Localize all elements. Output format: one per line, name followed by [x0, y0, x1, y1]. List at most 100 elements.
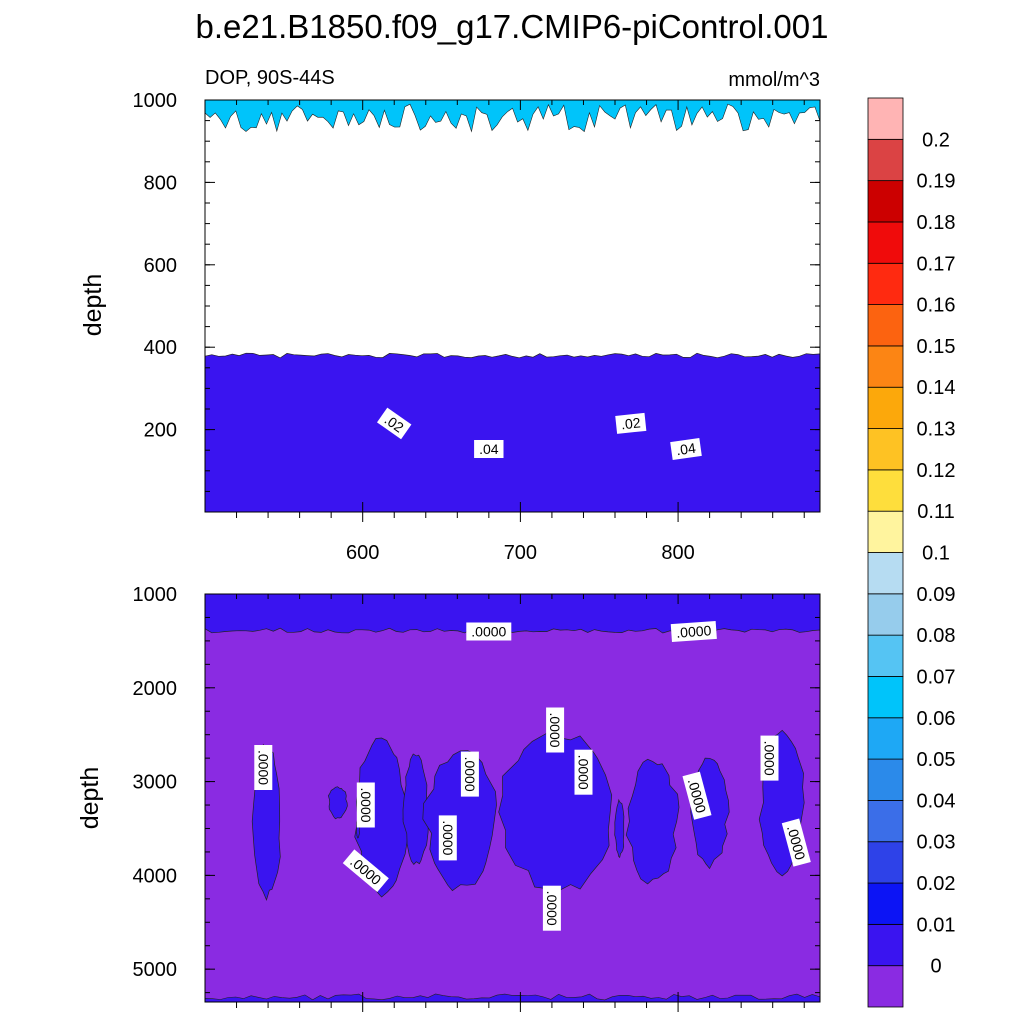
contour-label-text: .0000 [471, 624, 506, 640]
contour-label-text: .0000 [676, 622, 712, 640]
colorbar-label: 0.01 [917, 914, 956, 936]
contour-label: .0000 [466, 622, 512, 641]
figure-title: b.e21.B1850.f09_g17.CMIP6-piControl.001 [196, 8, 829, 45]
colorbar-label: 0.11 [917, 501, 954, 523]
colorbar-swatch [867, 221, 904, 264]
contour-label-box [438, 815, 457, 861]
deep-contour-patch [402, 753, 429, 865]
contour-label-text: .0000 [440, 820, 456, 855]
colorbar-label: 0.17 [917, 253, 956, 275]
contour-label-text: .0000 [462, 757, 478, 792]
contour-label-box [460, 751, 479, 797]
y-tick-label: 400 [144, 337, 177, 359]
contour-label-text: .02 [620, 414, 641, 432]
colorbar-label: 0.04 [917, 790, 956, 812]
colorbar-label: 0.16 [917, 295, 956, 317]
colorbar-swatch [867, 138, 904, 182]
top-panel-variable-label: DOP, 90S-44S [205, 67, 335, 89]
colorbar-swatch [867, 97, 904, 140]
y-tick-label: 200 [144, 420, 177, 442]
y-tick-label: 5000 [133, 959, 178, 981]
colorbar-label: 0.12 [917, 460, 956, 482]
top-panel: DOP, 90S-44S mmol/m^3 .04.04.02.02 20040… [79, 67, 821, 564]
contour-label-text: .0000 [547, 712, 563, 747]
contour-label: .0000 [438, 815, 457, 861]
colorbar-label: 0.15 [917, 336, 956, 358]
surface-contour-band [204, 99, 821, 133]
colorbar-label: 0.14 [917, 377, 956, 399]
colorbar-swatch [867, 800, 904, 843]
colorbar: 0 0.01 0.02 0.03 0.04 0.05 0.06 0.07 0.08 0.09 0.1… [867, 97, 956, 1008]
y-tick-label: 800 [144, 172, 177, 194]
colorbar-swatch [867, 552, 904, 595]
colorbar-swatch [867, 304, 904, 347]
colorbar-swatch [867, 841, 904, 884]
colorbar-swatch [867, 510, 904, 553]
contour-label-box [342, 849, 389, 893]
contour-label: .0000 [760, 735, 779, 781]
contour-label-box [376, 407, 412, 440]
colorbar-label: 0.06 [917, 708, 956, 730]
contour-label-text: .04 [479, 441, 499, 457]
colorbar-label: 0.19 [917, 171, 956, 193]
y-tick-label: 1000 [133, 90, 178, 112]
colorbar-label: 0.03 [917, 832, 956, 854]
y-tick-label: 1000 [133, 584, 178, 606]
deep-contour-patch [327, 786, 348, 820]
y-tick-label: 2000 [133, 678, 178, 700]
top-panel-y-axis-label: depth [79, 274, 107, 337]
contour-label-box [781, 818, 811, 867]
bottom-panel-y-axis-label: depth [76, 767, 104, 830]
colorbar-label: 0.2 [922, 129, 950, 151]
colorbar-label: 0.18 [917, 212, 956, 234]
contour-label-box [474, 440, 504, 458]
contour-label-text: .0000 [255, 750, 271, 785]
colorbar-swatch [867, 965, 904, 1008]
colorbar-swatch [867, 386, 904, 429]
contour-label: .0000 [460, 751, 479, 797]
colorbar-swatch [867, 262, 904, 305]
deep-contour-patch [614, 798, 625, 859]
contour-label-box [254, 745, 273, 790]
contour-label-text: .0000 [544, 891, 560, 926]
y-tick-label: 4000 [133, 865, 178, 887]
colorbar-label: 0.05 [917, 749, 956, 771]
y-tick-label: 3000 [133, 772, 178, 794]
contour-band [204, 352, 821, 513]
contour-label: .04 [474, 440, 504, 458]
colorbar-swatch [867, 676, 904, 719]
contour-label-box [466, 622, 512, 641]
contour-label: .0000 [542, 885, 561, 931]
colorbar-label: 0.13 [917, 419, 956, 441]
colorbar-swatch [867, 634, 904, 677]
bottom-panel-contour-field [204, 594, 821, 1003]
colorbar-swatch [867, 882, 904, 925]
contour-label: .02 [615, 412, 647, 434]
deep-contour-patch [625, 758, 680, 885]
colorbar-label: 0.02 [917, 873, 956, 895]
colorbar-label: 0 [930, 956, 941, 978]
colorbar-label: 0.08 [917, 625, 956, 647]
contour-label: .0000 [546, 707, 565, 753]
contour-label-text: .0000 [762, 741, 778, 776]
contour-label-box [574, 749, 593, 795]
x-tick-label: 600 [346, 542, 379, 564]
bottom-panel: .0000 .0000 .0000 .0000 .0000 .0000 .0000 .0000… [76, 584, 821, 1012]
contour-label-box [546, 707, 565, 753]
x-tick-label: 800 [661, 542, 694, 564]
bottom-panel-axes: 1000 2000 3000 4000 5000 [133, 584, 821, 1012]
contour-label-box [615, 412, 647, 434]
colorbar-label: 0.09 [917, 584, 956, 606]
bottom-contour-edge [204, 993, 821, 1003]
contour-label: .0000 [254, 745, 273, 790]
colorbar-label: 0.1 [922, 543, 950, 565]
colorbar-swatch [867, 428, 904, 471]
top-panel-axes: 200 400 600 800 1000 600 700 800 [133, 90, 821, 564]
contour-label-text: .0000 [358, 787, 374, 822]
contour-label: .0000 [356, 782, 375, 828]
contour-label-text: .0000 [576, 755, 592, 790]
x-tick-label: 700 [504, 542, 537, 564]
plot-frame [204, 593, 821, 1003]
top-panel-contour-labels: .04.04.02.02 [376, 407, 702, 460]
